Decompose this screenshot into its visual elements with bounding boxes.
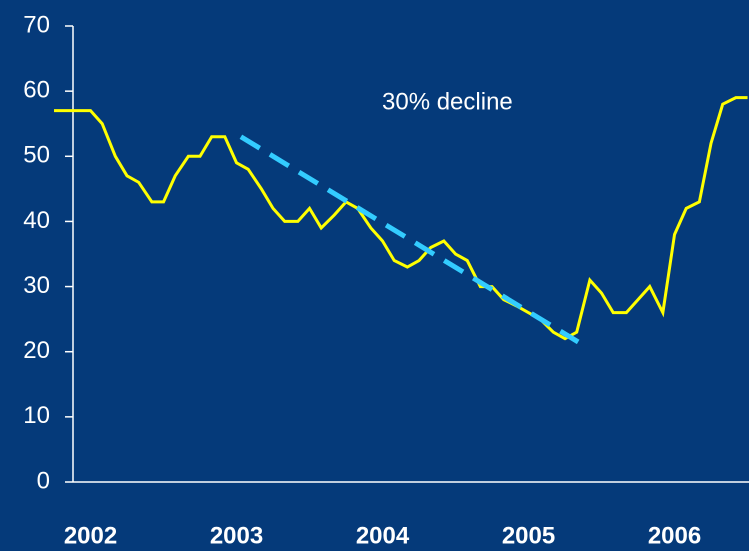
y-tick-label: 60	[23, 76, 50, 103]
x-tick-label: 2002	[64, 522, 117, 549]
x-tick-label: 2006	[648, 522, 701, 549]
y-tick-label: 70	[23, 11, 50, 38]
x-tick-label: 2004	[356, 522, 410, 549]
y-tick-label: 0	[37, 467, 50, 494]
y-tick-label: 40	[23, 207, 50, 234]
y-tick-label: 20	[23, 337, 50, 364]
x-tick-label: 2003	[210, 522, 263, 549]
x-tick-label: 2005	[502, 522, 555, 549]
y-tick-label: 10	[23, 402, 50, 429]
data-line	[54, 96, 748, 341]
annotation: 30% decline	[382, 88, 513, 115]
y-tick-label: 50	[23, 142, 50, 169]
y-tick-label: 30	[23, 272, 50, 299]
